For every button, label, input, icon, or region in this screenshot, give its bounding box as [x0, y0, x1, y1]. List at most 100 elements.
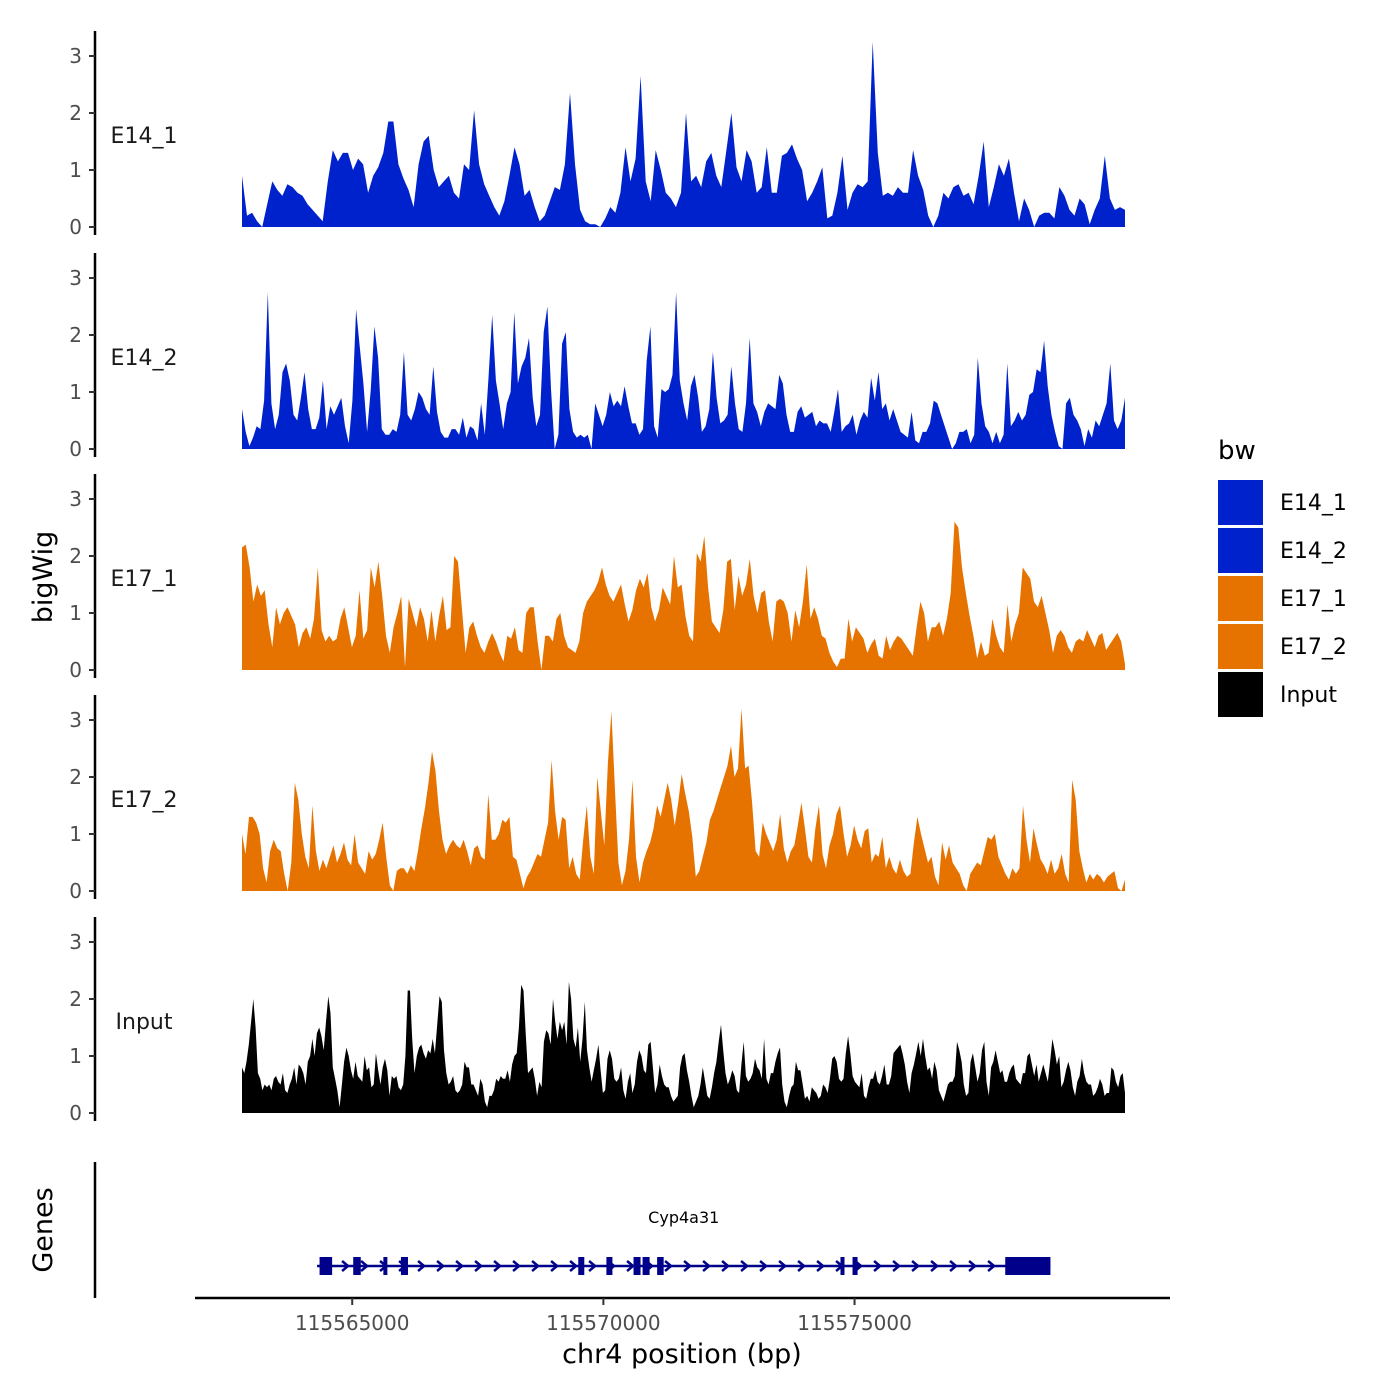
- strand-arrow: [968, 1260, 978, 1272]
- strand-arrow: [493, 1260, 503, 1272]
- exon: [1005, 1257, 1051, 1275]
- y-tick-label: 2: [69, 765, 82, 789]
- strand-arrow: [702, 1260, 712, 1272]
- strand-arrow: [512, 1260, 522, 1272]
- strand-arrow: [531, 1260, 541, 1272]
- strand-arrow: [455, 1260, 465, 1272]
- signal-area: [242, 981, 1125, 1113]
- strand-arrow: [569, 1260, 579, 1272]
- y-tick-label: 3: [69, 487, 82, 511]
- x-axis-title: chr4 position (bp): [562, 1339, 802, 1370]
- y-tick-label: 3: [69, 44, 82, 68]
- strand-arrow: [911, 1260, 921, 1272]
- y-tick-label: 0: [69, 658, 82, 682]
- strand-arrow: [664, 1260, 674, 1272]
- legend-label: E14_1: [1280, 491, 1347, 516]
- exon: [840, 1257, 845, 1275]
- x-tick-label: 115575000: [797, 1311, 912, 1335]
- y-tick-label: 0: [69, 437, 82, 461]
- strand-arrow: [778, 1260, 788, 1272]
- gene-label: Cyp4a31: [648, 1208, 719, 1227]
- y-tick-label: 1: [69, 601, 82, 625]
- signal-tracks: 0 1 2 3 E14_1 0 1 2 3 E14_2 0 1 2 3 E17_1 0 1 2 3 E17_2 0 1 2 3…: [69, 31, 1125, 1125]
- strand-arrow: [930, 1260, 940, 1272]
- legend-key-E14_1: [1218, 480, 1263, 525]
- signal-area: [242, 41, 1125, 227]
- strand-arrow: [341, 1260, 351, 1272]
- y-tick-label: 3: [69, 708, 82, 732]
- exon: [657, 1257, 664, 1275]
- y-tick-label: 2: [69, 101, 82, 125]
- exon: [383, 1257, 388, 1275]
- signal-area: [242, 708, 1125, 891]
- legend-label: E14_2: [1280, 539, 1347, 564]
- x-tick-label: 115570000: [546, 1311, 661, 1335]
- legend: bw E14_1 E14_2 E17_1 E17_2 Input: [1218, 436, 1347, 717]
- strand-arrow: [588, 1260, 598, 1272]
- gene-Cyp4a31: Cyp4a31: [317, 1208, 1051, 1275]
- track-label: E17_1: [111, 567, 178, 592]
- track-label: E14_2: [111, 346, 178, 371]
- exon: [578, 1257, 585, 1275]
- exon: [400, 1257, 408, 1275]
- y-tick-label: 2: [69, 323, 82, 347]
- y-tick-label: 3: [69, 930, 82, 954]
- strand-arrow: [683, 1260, 693, 1272]
- y-tick-label: 0: [69, 879, 82, 903]
- legend-label: E17_1: [1280, 587, 1347, 612]
- exon: [642, 1257, 650, 1275]
- signal-area: [242, 521, 1125, 670]
- exon: [353, 1257, 361, 1275]
- y-tick-label: 1: [69, 380, 82, 404]
- track-label: Input: [116, 1010, 173, 1035]
- y-tick-label: 2: [69, 987, 82, 1011]
- strand-arrow: [417, 1260, 427, 1272]
- track-label: E17_2: [111, 788, 178, 813]
- x-axis: chr4 position (bp) 115565000 115570000 115…: [195, 1296, 1170, 1370]
- exon: [852, 1257, 858, 1275]
- legend-key-E14_2: [1218, 528, 1263, 573]
- y-tick-label: 0: [69, 215, 82, 239]
- exon: [606, 1257, 613, 1275]
- genes-axis-title: Genes: [28, 1187, 59, 1272]
- legend-label: Input: [1280, 683, 1337, 708]
- strand-arrow: [360, 1260, 370, 1272]
- legend-title: bw: [1218, 436, 1256, 466]
- strand-arrow: [474, 1260, 484, 1272]
- legend-label: E17_2: [1280, 635, 1347, 660]
- gene-track: Genes Cyp4a31: [28, 1162, 1051, 1298]
- signal-area: [242, 292, 1125, 449]
- y-tick-label: 1: [69, 822, 82, 846]
- strand-arrow: [797, 1260, 807, 1272]
- track-E14_2: 0 1 2 3 E14_2: [69, 253, 1125, 461]
- track-E17_2: 0 1 2 3 E17_2: [69, 695, 1125, 903]
- strand-arrow: [892, 1260, 902, 1272]
- y-tick-label: 1: [69, 1044, 82, 1068]
- strand-arrow: [550, 1260, 560, 1272]
- strand-arrow: [816, 1260, 826, 1272]
- exon: [319, 1257, 333, 1275]
- y-tick-label: 3: [69, 266, 82, 290]
- track-E14_1: 0 1 2 3 E14_1: [69, 31, 1125, 239]
- strand-arrow: [740, 1260, 750, 1272]
- strand-arrow: [626, 1260, 636, 1272]
- y-axis-title: bigWig: [28, 531, 59, 624]
- x-tick-label: 115565000: [295, 1311, 410, 1335]
- track-Input: 0 1 2 3 Input: [69, 917, 1125, 1125]
- track-label: E14_1: [111, 124, 178, 149]
- strand-arrow: [436, 1260, 446, 1272]
- strand-arrow: [721, 1260, 731, 1272]
- y-tick-label: 0: [69, 1101, 82, 1125]
- strand-arrow: [949, 1260, 959, 1272]
- strand-arrow: [759, 1260, 769, 1272]
- legend-key-E17_2: [1218, 624, 1263, 669]
- legend-key-E17_1: [1218, 576, 1263, 621]
- legend-key-Input: [1218, 672, 1263, 717]
- exon: [633, 1257, 641, 1275]
- y-tick-label: 1: [69, 158, 82, 182]
- track-E17_1: 0 1 2 3 E17_1: [69, 474, 1125, 682]
- strand-arrow: [987, 1260, 997, 1272]
- strand-arrow: [873, 1260, 883, 1272]
- y-tick-label: 2: [69, 544, 82, 568]
